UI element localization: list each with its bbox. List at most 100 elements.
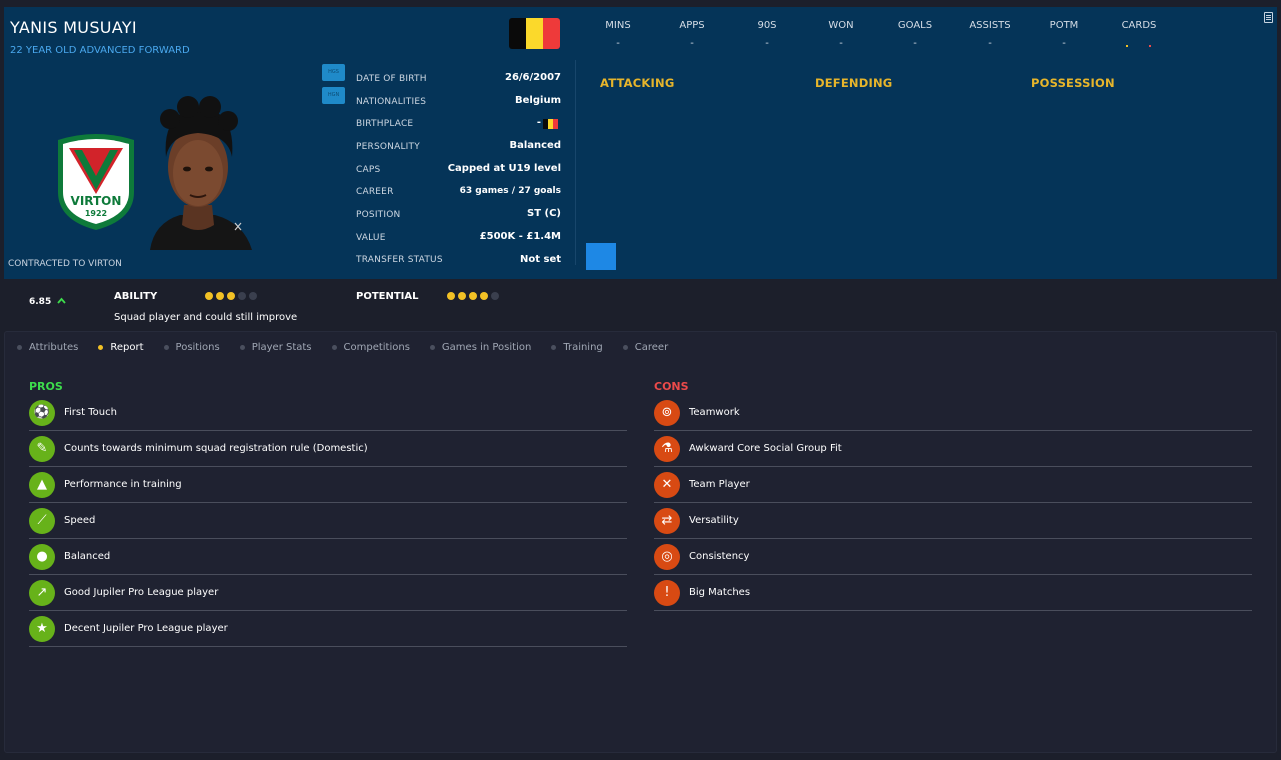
cons-title: CONS: [654, 380, 689, 393]
caps-value: Capped at U19 level: [447, 163, 561, 174]
tab-positions[interactable]: Positions: [163, 342, 220, 353]
list-item[interactable]: ✎ Counts towards minimum squad registrati…: [29, 431, 627, 467]
stat-header-apps[interactable]: APPS: [679, 20, 705, 31]
arrow-up-icon: [57, 297, 66, 304]
pros-title: PROS: [29, 380, 63, 393]
star-icon: ★: [29, 615, 55, 642]
stat-header-potm[interactable]: POTM: [1049, 20, 1079, 31]
hgs-button[interactable]: HGS: [322, 64, 345, 81]
stat-value-apps: -: [690, 38, 694, 49]
possession-title: POSSESSION: [1031, 76, 1115, 90]
average-rating: 6.85: [29, 297, 52, 307]
personality-label: PERSONALITY: [356, 142, 420, 152]
tab-career[interactable]: Career: [622, 342, 669, 353]
tab-training[interactable]: Training: [551, 342, 603, 353]
tab-label: Report: [110, 342, 144, 353]
value-value: £500K - £1.4M: [479, 231, 561, 242]
teamwork-icon: ⊚: [654, 399, 680, 426]
stat-value-won: -: [839, 38, 843, 49]
tab-label: Player Stats: [251, 342, 312, 353]
transfer-status-label: TRANSFER STATUS: [356, 255, 443, 265]
menu-icon[interactable]: [1264, 12, 1273, 23]
tab-label: Positions: [175, 342, 220, 353]
stat-header-assists[interactable]: ASSISTS: [969, 20, 1011, 31]
highlight-square[interactable]: [586, 243, 616, 270]
stat-value-90s: -: [765, 38, 769, 49]
list-item-label: Versatility: [689, 515, 739, 526]
hgn-button[interactable]: HGN: [322, 87, 345, 104]
tab-dot-icon: [163, 345, 169, 350]
ball-control-icon: ⚽: [29, 399, 55, 426]
stat-header-goals[interactable]: GOALS: [897, 20, 933, 31]
career-label: CAREER: [356, 187, 394, 197]
stat-value-potm: -: [1062, 38, 1066, 49]
tab-competitions[interactable]: Competitions: [331, 342, 410, 353]
club-crest-icon[interactable]: VIRTON 1922: [52, 132, 140, 232]
list-item-label: Big Matches: [689, 587, 751, 598]
list-item[interactable]: ★ Decent Jupiler Pro League player: [29, 611, 627, 647]
report-panel: [4, 331, 1277, 753]
tab-label: Competitions: [343, 342, 410, 353]
tab-report[interactable]: Report: [98, 342, 144, 353]
list-item[interactable]: ↗ Good Jupiler Pro League player: [29, 575, 627, 611]
tab-label: Career: [634, 342, 669, 353]
list-item-label: Balanced: [64, 551, 111, 562]
potential-stars: [447, 292, 499, 300]
club-badge-text: VIRTON: [71, 194, 122, 208]
ability-star-icon: [205, 292, 213, 300]
tactics-icon: ✕: [654, 471, 680, 498]
career-value[interactable]: 63 games / 27 goals: [459, 186, 561, 196]
big-match-icon: !: [654, 579, 680, 606]
transfer-status-value[interactable]: Not set: [519, 254, 561, 265]
potential-label: POTENTIAL: [356, 291, 419, 302]
caps-label: CAPS: [356, 165, 381, 175]
ability-star-icon: [238, 292, 246, 300]
potential-star-icon: [447, 292, 455, 300]
position-label: POSITION: [356, 210, 401, 220]
list-item-label: Teamwork: [689, 407, 740, 418]
stat-header-won[interactable]: WON: [828, 20, 854, 31]
list-item[interactable]: ✕ Team Player: [654, 467, 1252, 503]
ability-star-icon: [216, 292, 224, 300]
training-cone-icon: ▲: [29, 471, 55, 498]
list-item[interactable]: ⚗ Awkward Core Social Group Fit: [654, 431, 1252, 467]
list-item[interactable]: ▲ Performance in training: [29, 467, 627, 503]
tab-dot-icon: [429, 345, 435, 350]
tab-label: Training: [563, 342, 603, 353]
personality-head-icon: ●: [29, 543, 55, 570]
list-item-label: Good Jupiler Pro League player: [64, 587, 219, 598]
dob-label: DATE OF BIRTH: [356, 74, 427, 84]
player-photo: [150, 96, 252, 250]
list-item[interactable]: ⚽ First Touch: [29, 395, 627, 431]
stat-header-mins[interactable]: MINS: [605, 20, 631, 31]
stat-header-90s[interactable]: 90S: [757, 20, 777, 31]
trend-up-icon: ↗: [29, 579, 55, 606]
list-item[interactable]: ◎ Consistency: [654, 539, 1252, 575]
list-item[interactable]: ● Balanced: [29, 539, 627, 575]
tab-dot-icon: [551, 345, 557, 350]
list-item[interactable]: ! Big Matches: [654, 575, 1252, 611]
list-item[interactable]: ⟋ Speed: [29, 503, 627, 539]
player-subtitle: 22 YEAR OLD ADVANCED FORWARD: [10, 45, 190, 56]
pros-list: ⚽ First Touch ✎ Counts towards minimum squa…: [29, 395, 627, 647]
stat-header-cards[interactable]: CARDS: [1121, 20, 1157, 31]
list-item[interactable]: ⊚ Teamwork: [654, 395, 1252, 431]
contract-status[interactable]: CONTRACTED TO VIRTON: [8, 259, 122, 269]
tab-dot-icon: [239, 345, 245, 350]
list-item-label: Team Player: [689, 479, 750, 490]
stat-value-assists: -: [988, 38, 992, 49]
potential-star-icon: [491, 292, 499, 300]
registration-icon: ✎: [29, 435, 55, 462]
list-item-label: Awkward Core Social Group Fit: [689, 443, 842, 454]
nationality-flag-icon[interactable]: [509, 18, 560, 49]
nationality-value[interactable]: Belgium: [515, 95, 561, 106]
potential-star-icon: [458, 292, 466, 300]
tab-attributes[interactable]: Attributes: [17, 342, 78, 353]
club-badge-year: 1922: [85, 209, 107, 218]
tab-games-in-position[interactable]: Games in Position: [429, 342, 531, 353]
list-item[interactable]: ⇄ Versatility: [654, 503, 1252, 539]
tab-player-stats[interactable]: Player Stats: [239, 342, 312, 353]
player-name[interactable]: YANIS MUSUAYI: [10, 18, 137, 37]
list-item-label: Consistency: [689, 551, 750, 562]
profile-tabs: Attributes Report Positions Player Stats Com…: [17, 342, 688, 353]
